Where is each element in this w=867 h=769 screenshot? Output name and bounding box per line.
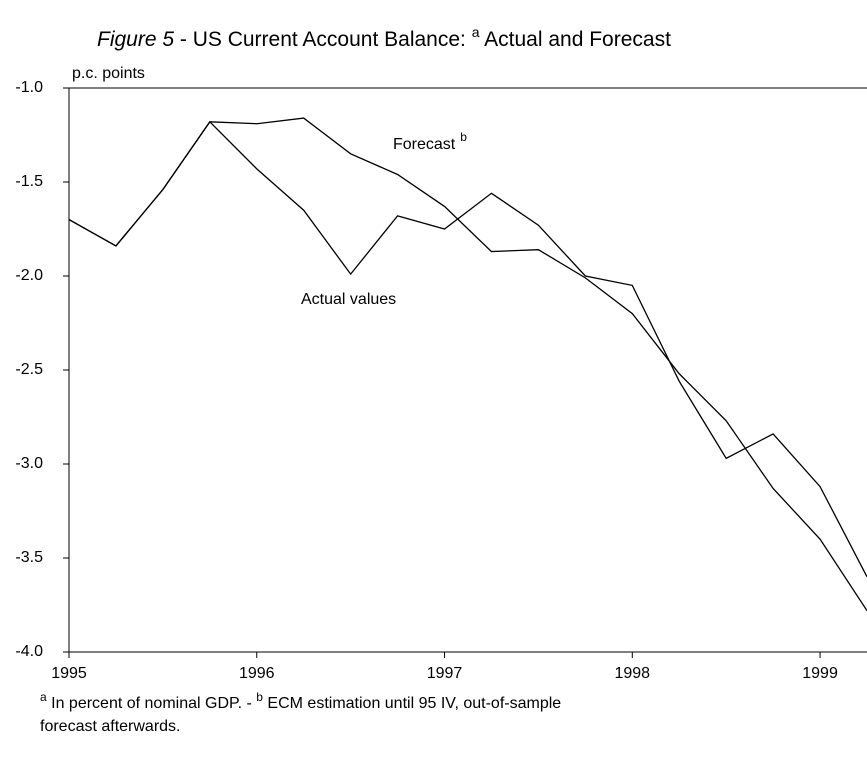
title-text: - US Current Account Balance: [174, 28, 472, 51]
annotation: Actual values [301, 291, 396, 308]
footnote-text: ECM estimation until 95 IV, out-of-sampl… [263, 695, 561, 712]
y-tick-label: -2.0 [15, 267, 43, 284]
series-line [68, 120, 867, 578]
y-tick-label: -3.5 [15, 549, 43, 566]
annotation-sup: b [460, 130, 467, 144]
title-sup: a [472, 24, 480, 40]
y-tick-label: -2.5 [15, 361, 43, 378]
footnote-sup: b [256, 690, 263, 704]
x-tick-label: 1996 [239, 665, 275, 682]
footnote-sup: a [40, 690, 47, 704]
y-tick-label: -3.0 [15, 455, 43, 472]
footnote: a In percent of nominal GDP. - b ECM est… [40, 690, 561, 712]
annotation-text: Forecast [393, 136, 456, 153]
series-line [68, 117, 867, 611]
y-tick-label: -4.0 [15, 643, 43, 660]
y-axis-label: p.c. points [72, 65, 145, 82]
x-tick-label: 1997 [427, 665, 463, 682]
x-tick-label: 1998 [614, 665, 650, 682]
x-tick-label: 1999 [802, 665, 838, 682]
y-tick-label: -1.0 [15, 79, 43, 96]
footnote: forecast afterwards. [40, 718, 181, 735]
y-tick-label: -1.5 [15, 173, 43, 190]
title-figure: Figure 5 [97, 28, 174, 51]
x-tick-label: 1995 [51, 665, 87, 682]
title-text: Actual and Forecast [479, 28, 671, 51]
chart-title: Figure 5 - US Current Account Balance: a… [97, 24, 671, 51]
annotation: Forecast b [393, 130, 467, 153]
footnote-text: In percent of nominal GDP. - [47, 695, 257, 712]
